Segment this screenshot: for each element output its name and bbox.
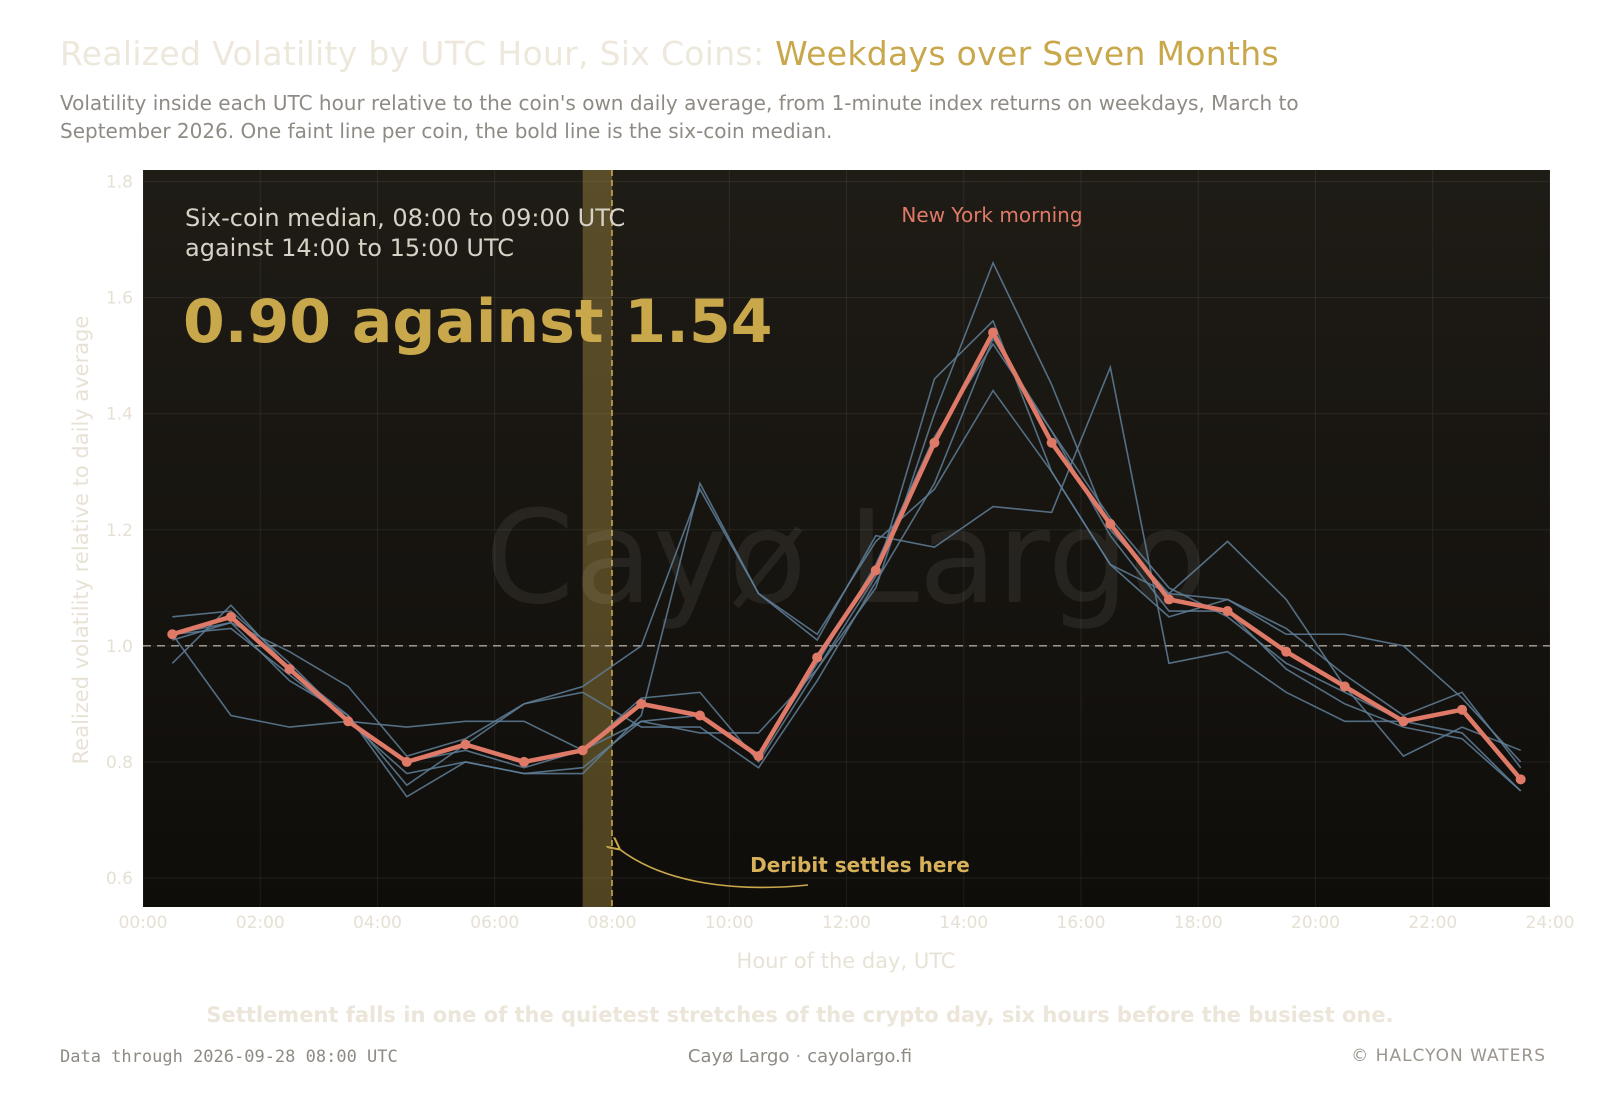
y-tick-label: 0.8 [106, 753, 133, 773]
deribit-annotation: Deribit settles here [750, 853, 970, 877]
median-point [988, 327, 999, 338]
x-tick-label: 12:00 [822, 913, 871, 933]
x-tick-label: 06:00 [470, 913, 519, 933]
callout-lead-line1: Six-coin median, 08:00 to 09:00 UTC [185, 204, 625, 232]
coin-line-5 [172, 336, 1522, 792]
volatility-chart: Cayø Largo 0.6 0.8 1.0 1.2 1.4 1.6 1.8 00:00 02:… [69, 170, 1575, 973]
footer-brand: Cayø Largo · cayolargo.fi [0, 1046, 1600, 1067]
median-point [1105, 518, 1116, 529]
x-tick-label: 14:00 [939, 913, 988, 933]
coin-line-4 [171, 319, 1522, 763]
x-tick-label: 08:00 [588, 913, 637, 933]
median-point [812, 652, 823, 663]
chart-title: Realized Volatility by UTC Hour, Six Coi… [60, 34, 1279, 73]
y-tick-label: 1.2 [106, 521, 133, 541]
median-point [577, 745, 588, 756]
median-point [929, 437, 940, 448]
median-point [1222, 606, 1233, 617]
median-point [225, 611, 236, 622]
y-tick-label: 0.6 [106, 869, 133, 889]
takeaway-caption: Settlement falls in one of the quietest … [206, 1003, 1394, 1027]
x-tick-label: 16:00 [1057, 913, 1106, 933]
x-tick-label: 22:00 [1408, 913, 1457, 933]
coin-line-3 [171, 389, 1521, 787]
median-point [519, 756, 530, 767]
y-tick-label: 1.8 [106, 173, 133, 193]
median-point [1281, 646, 1292, 657]
data-through-note: Data through 2026-09-28 08:00 UTC [60, 1047, 398, 1067]
copyright-credit: © HALCYON WATERS [1351, 1046, 1546, 1066]
median-point [1515, 774, 1526, 785]
x-tick-label: 18:00 [1174, 913, 1223, 933]
chart-title-accent: Weekdays over Seven Months [775, 34, 1279, 73]
median-point [694, 710, 705, 721]
median-point [401, 756, 412, 767]
median-point [1339, 681, 1350, 692]
footer-separator: · [795, 1046, 802, 1067]
median-point [343, 716, 354, 727]
callout-lead-line2: against 14:00 to 15:00 UTC [185, 234, 514, 262]
y-tick-label: 1.4 [106, 405, 133, 425]
chart-subtitle: Volatility inside each UTC hour relative… [60, 91, 1299, 143]
plot-panel [143, 170, 1550, 907]
median-series [167, 327, 1526, 785]
median-point [460, 739, 471, 750]
x-tick-label: 24:00 [1526, 913, 1575, 933]
x-tick-label: 10:00 [705, 913, 754, 933]
median-point [870, 565, 881, 576]
y-axis-label: Realized volatility relative to daily av… [69, 316, 93, 765]
median-point [284, 664, 295, 675]
deribit-settlement-band [582, 170, 613, 907]
deribit-arrow [618, 848, 809, 889]
watermark: Cayø Largo [485, 484, 1207, 633]
callout-figure: 0.90 against 1.54 [183, 287, 772, 357]
x-axis-label: Hour of the day, UTC [737, 949, 956, 973]
new-york-annotation: New York morning [901, 203, 1082, 227]
median-point [1398, 716, 1409, 727]
median-point [167, 629, 178, 640]
y-tick-label: 1.6 [106, 289, 133, 309]
x-tick-label: 02:00 [236, 913, 285, 933]
median-point [1046, 437, 1057, 448]
median-point [1457, 704, 1468, 715]
chart-title-lead: Realized Volatility by UTC Hour, Six Coi… [60, 34, 776, 73]
site-link[interactable]: cayolargo.fi [807, 1046, 913, 1067]
median-point [636, 698, 647, 709]
settlement-band [582, 170, 612, 907]
x-tick-label: 20:00 [1291, 913, 1340, 933]
y-tick-label: 1.0 [106, 637, 133, 657]
median-point [753, 751, 764, 762]
axis-ticks: 0.6 0.8 1.0 1.2 1.4 1.6 1.8 00:00 02:00 04:00 06:0… [106, 173, 1575, 933]
x-tick-label: 00:00 [119, 913, 168, 933]
brand-name: Cayø Largo [687, 1046, 790, 1067]
median-point [1163, 594, 1174, 605]
x-tick-label: 04:00 [353, 913, 402, 933]
median-line [171, 330, 1523, 781]
